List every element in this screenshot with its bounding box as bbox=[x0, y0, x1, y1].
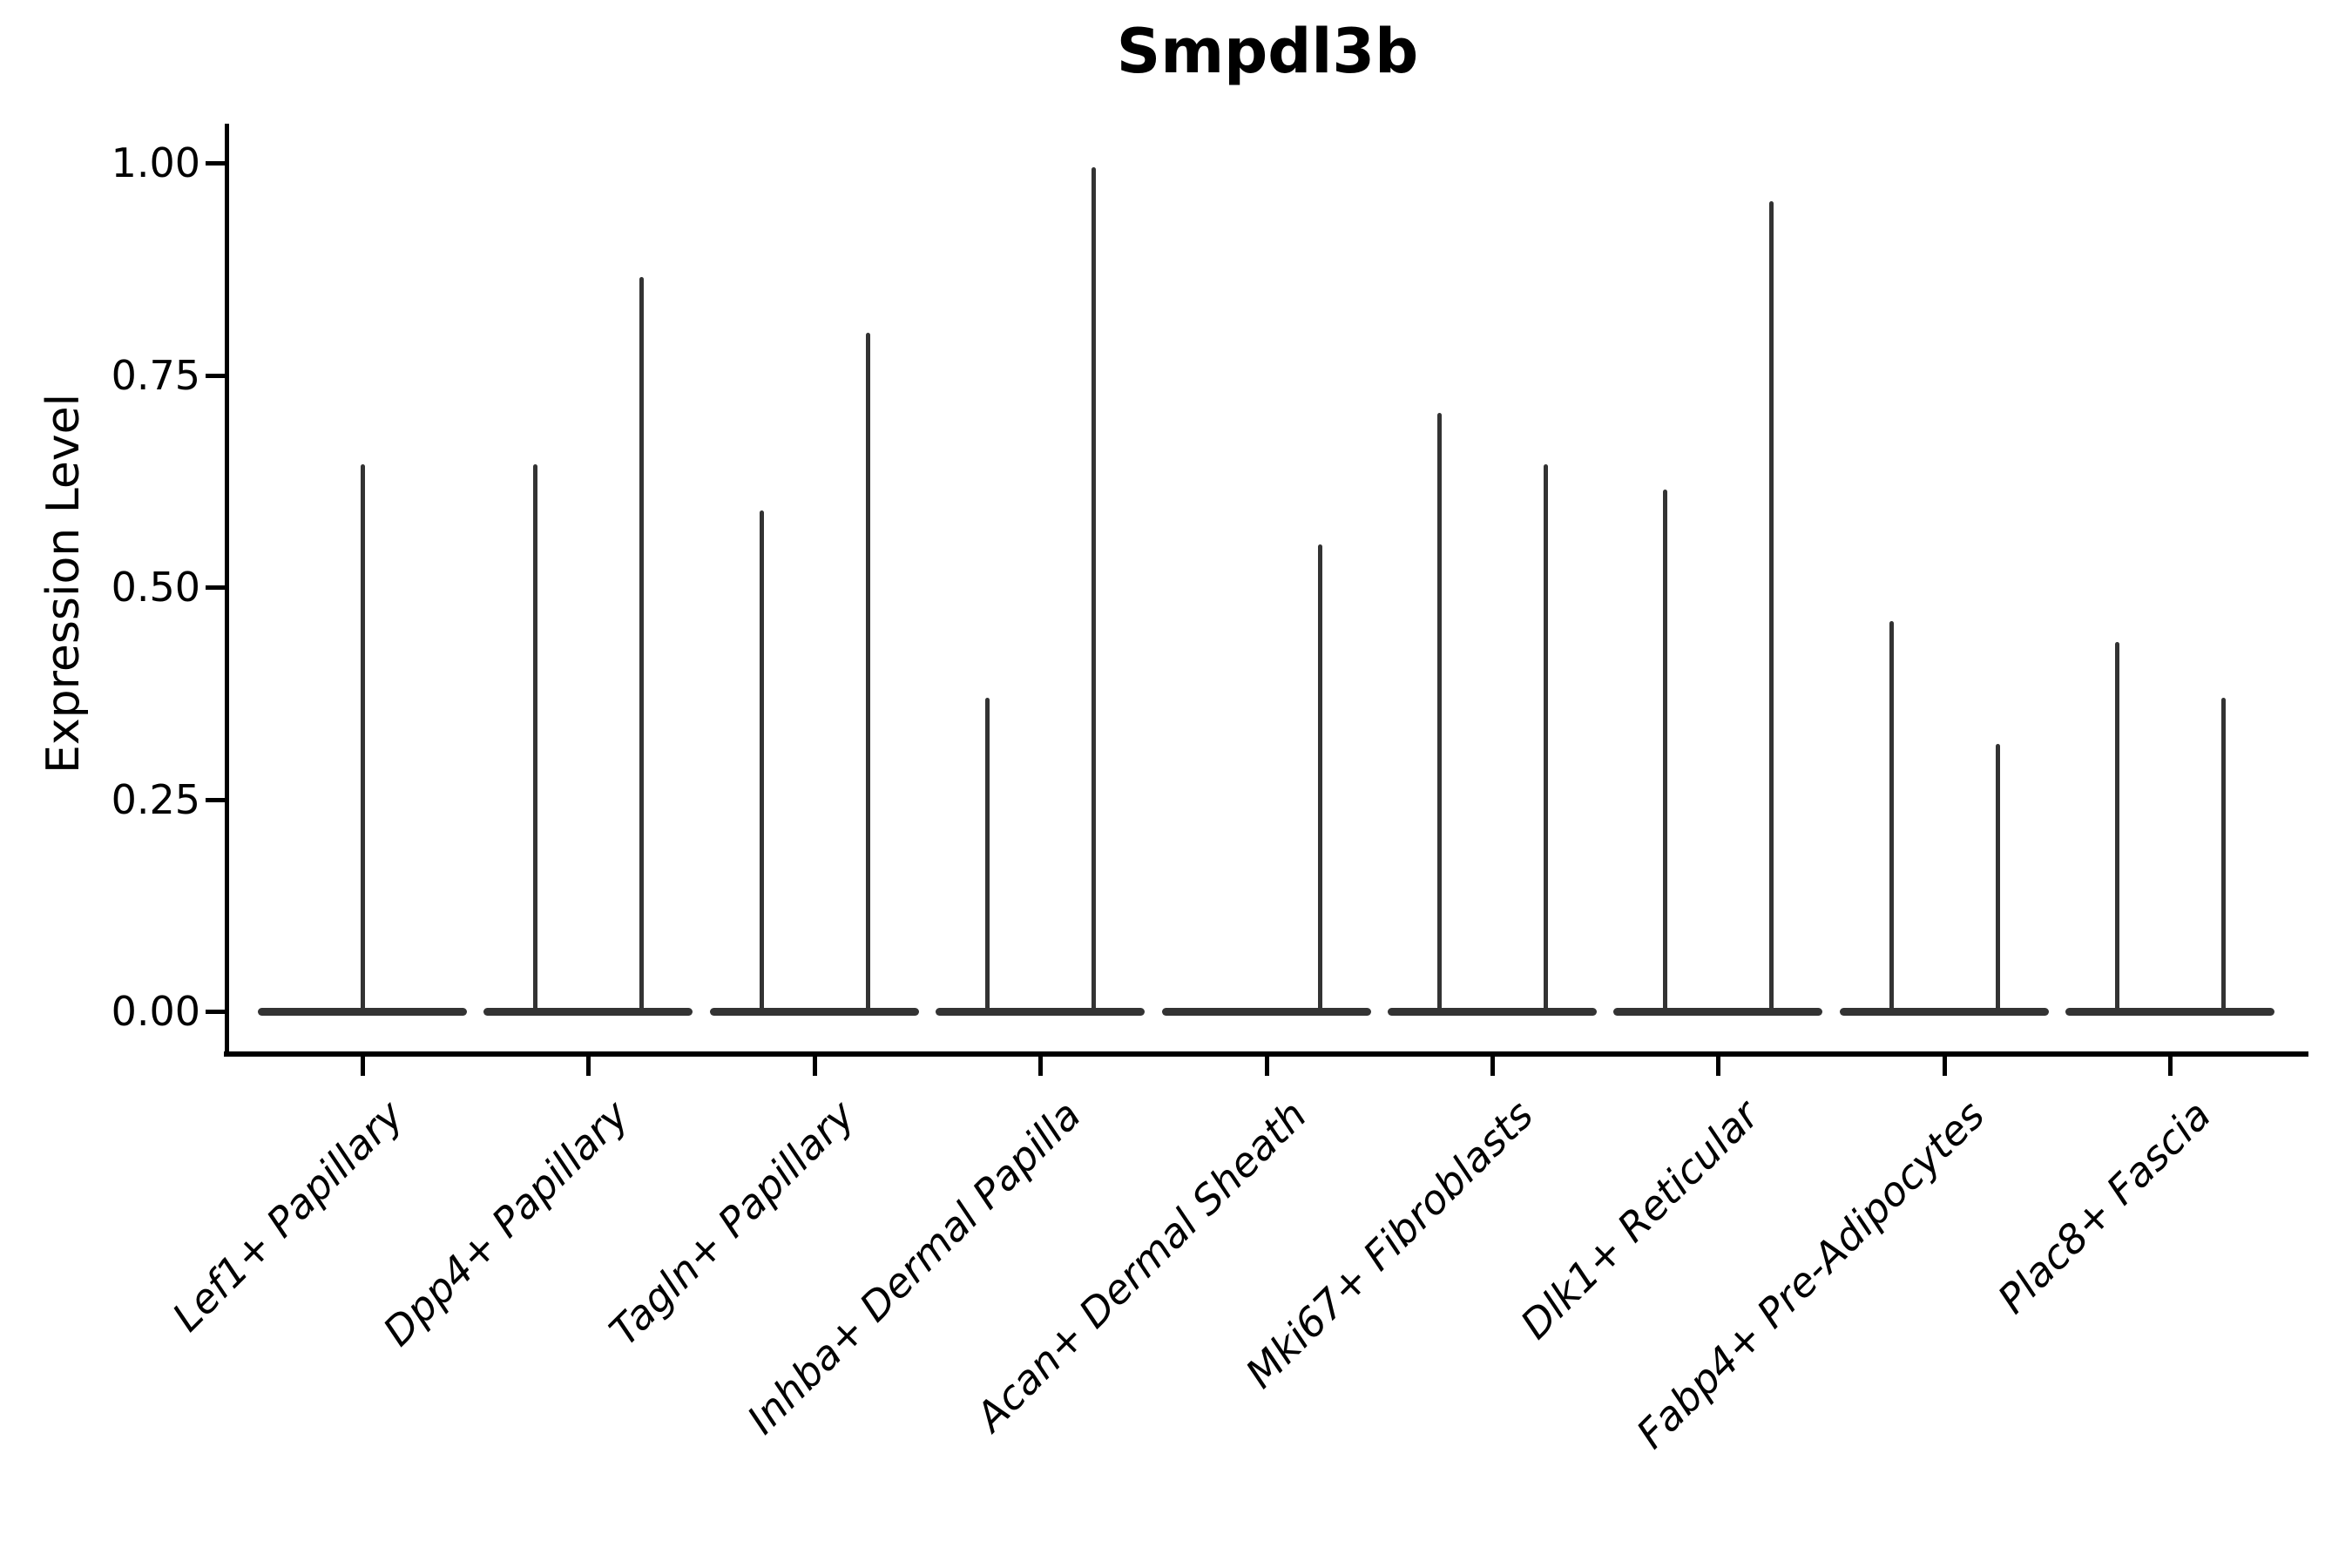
x-tick-mark bbox=[2168, 1057, 2173, 1076]
violin-spike bbox=[985, 697, 990, 1015]
x-tick-mark bbox=[1942, 1057, 1947, 1076]
violin-spike bbox=[759, 510, 764, 1015]
violin-spike bbox=[1437, 413, 1442, 1015]
y-tick-mark bbox=[206, 585, 225, 590]
x-tick-label: Lef1+ Papillary bbox=[162, 1091, 412, 1341]
violin-base bbox=[1839, 1008, 2049, 1016]
x-tick-mark bbox=[1038, 1057, 1044, 1076]
y-tick-mark bbox=[206, 161, 225, 166]
x-tick-label: Tagln+ Papillary bbox=[600, 1091, 864, 1355]
violin-base bbox=[2065, 1008, 2275, 1016]
plot-title: Smpdl3b bbox=[1116, 16, 1419, 87]
violin-spike bbox=[1995, 744, 2000, 1015]
violin-base bbox=[1613, 1008, 1823, 1016]
y-tick-mark bbox=[206, 373, 225, 378]
violin-spike bbox=[2221, 697, 2227, 1015]
y-tick-label: 1.00 bbox=[111, 139, 200, 186]
y-tick-label: 0.75 bbox=[111, 351, 200, 399]
y-tick-label: 0.25 bbox=[111, 775, 200, 823]
violin-spike bbox=[1889, 620, 1894, 1015]
x-tick-mark bbox=[361, 1057, 365, 1076]
violin-spike bbox=[361, 463, 365, 1015]
violin-spike bbox=[1544, 463, 1548, 1015]
violin-spike bbox=[639, 277, 645, 1015]
x-tick-mark bbox=[1264, 1057, 1269, 1076]
y-tick-label: 0.50 bbox=[111, 564, 200, 611]
violin-spike bbox=[1769, 200, 1774, 1015]
x-tick-mark bbox=[812, 1057, 817, 1076]
x-tick-mark bbox=[1490, 1057, 1495, 1076]
violin-base bbox=[483, 1008, 693, 1016]
x-tick-label: Plac8+ Fascia bbox=[1988, 1091, 2220, 1323]
x-tick-label: Dpp4+ Papillary bbox=[374, 1091, 639, 1355]
violin-base bbox=[1161, 1008, 1371, 1016]
violin-base bbox=[1388, 1008, 1597, 1016]
y-tick-mark bbox=[206, 797, 225, 802]
violin-spike bbox=[2115, 642, 2120, 1015]
violin-spike bbox=[1092, 166, 1097, 1015]
violin-spike bbox=[1317, 544, 1322, 1015]
y-axis-line bbox=[225, 124, 229, 1057]
violin-spike bbox=[1663, 489, 1668, 1015]
y-tick-mark bbox=[206, 1010, 225, 1014]
y-axis-label: Expression Level bbox=[37, 393, 90, 774]
violin-base bbox=[936, 1008, 1146, 1016]
y-tick-label: 0.00 bbox=[111, 988, 200, 1035]
violin-base bbox=[709, 1008, 919, 1016]
violin-spike bbox=[865, 332, 870, 1015]
x-tick-label: Dlk1+ Reticular bbox=[1511, 1091, 1768, 1348]
x-tick-mark bbox=[1716, 1057, 1721, 1076]
violin-spike bbox=[533, 463, 538, 1015]
x-axis-line bbox=[224, 1051, 2308, 1057]
x-tick-mark bbox=[586, 1057, 591, 1076]
